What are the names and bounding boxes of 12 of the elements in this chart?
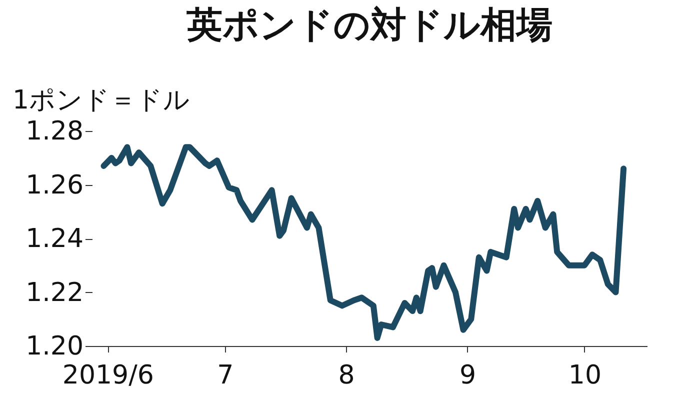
y-tick-label: 1.20 [26,332,84,362]
y-tick-label: 1.22 [26,278,84,308]
y-tick-label: 1.26 [26,170,84,200]
y-tick-label: 1.24 [26,224,84,254]
x-tick-label: 2019/6 [62,360,154,390]
x-tick-label: 7 [217,360,234,390]
x-tick-label: 10 [568,360,602,390]
chart-title: 英ポンドの対ドル相場 [186,5,552,46]
x-tick-label: 8 [338,360,355,390]
x-tick-label: 9 [459,360,476,390]
y-tick-label: 1.28 [26,116,84,146]
y-axis-title: 1ポンド＝ドル [12,86,190,116]
